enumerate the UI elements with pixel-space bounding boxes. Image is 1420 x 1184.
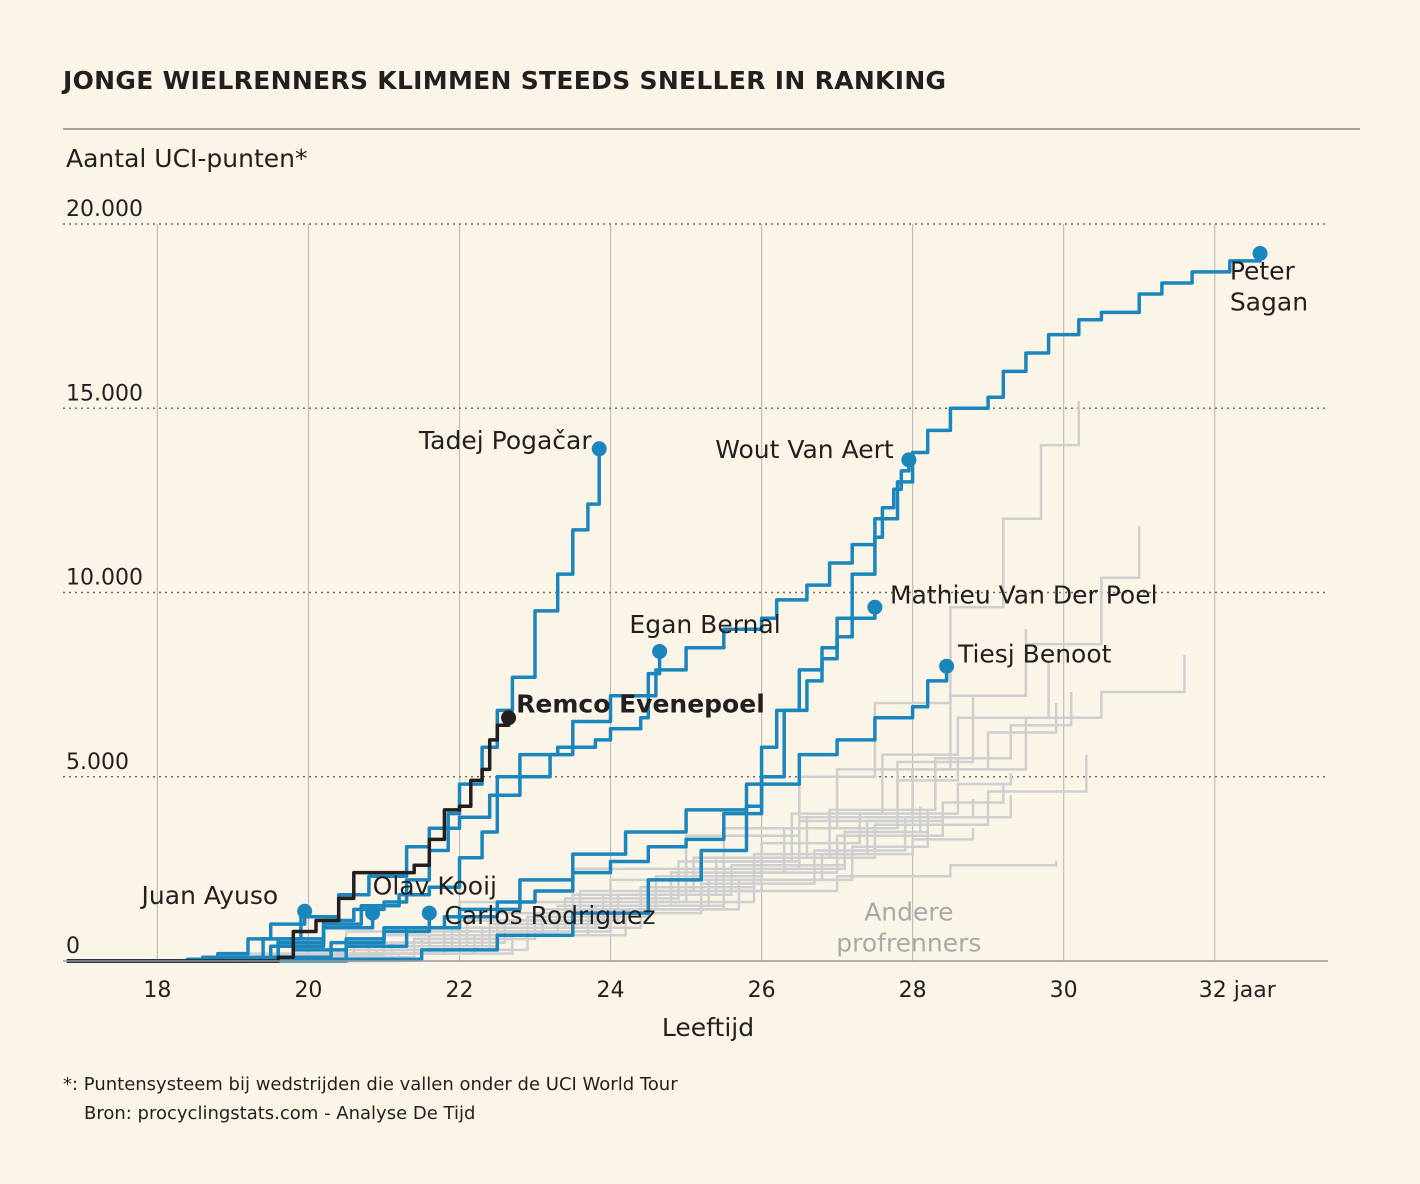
- peter-sagan-label-2: Sagan: [1230, 287, 1308, 316]
- focus-rider-line: [66, 710, 517, 963]
- tiesj-benoot-label: Tiesj Benoot: [957, 640, 1112, 669]
- peter-sagan-end-marker: [1252, 245, 1268, 261]
- x-axis-label: Leeftijd: [662, 1013, 754, 1042]
- others-label-1: Andere: [864, 897, 953, 926]
- x-tick-24: 24: [597, 978, 625, 1003]
- horizontal-gridlines: [63, 223, 1328, 778]
- olav-kooij-label: Olav Kooij: [373, 872, 497, 901]
- x-tick-26: 26: [748, 978, 776, 1003]
- remco-evenepoel-end-marker: [501, 710, 517, 726]
- footnote-points: *: Puntensysteem bij wedstrijden die val…: [63, 1074, 678, 1095]
- olav-kooij-end-marker: [365, 905, 381, 921]
- x-tick-22: 22: [445, 978, 473, 1003]
- peter-sagan-label-1: Peter: [1230, 256, 1296, 285]
- wout-van-aert-end-marker: [901, 452, 917, 468]
- x-tick-32: 32 jaar: [1199, 978, 1277, 1003]
- peter-sagan-line: [66, 253, 1262, 963]
- egan-bernal-label: Egan Bernal: [629, 610, 780, 639]
- x-tick-labels: 18 20 22 24 26 28 30 32 jaar: [143, 978, 1276, 1003]
- x-tick-28: 28: [899, 978, 927, 1003]
- y-tick-5000: 5.000: [66, 750, 129, 775]
- tiesj-benoot-line: [66, 666, 949, 963]
- remco-evenepoel-line: [66, 717, 511, 963]
- carlos-rodriguez-label: Carlos Rodriguez: [444, 901, 655, 930]
- egan-bernal-end-marker: [652, 643, 668, 659]
- x-tick-18: 18: [143, 978, 171, 1003]
- tadej-pogacar-end-marker: [591, 441, 607, 457]
- other-rider-line-15: [66, 795, 1013, 963]
- chart-title: JONGE WIELRENNERS KLIMMEN STEEDS SNELLER…: [61, 66, 946, 95]
- x-tick-20: 20: [294, 978, 322, 1003]
- carlos-rodriguez-end-marker: [421, 905, 437, 921]
- tadej-pogacar-label: Tadej Pogačar: [418, 426, 592, 455]
- y-tick-20000: 20.000: [66, 197, 143, 222]
- y-tick-labels: 0 5.000 10.000 15.000 20.000: [66, 197, 143, 959]
- others-label-2: profrenners: [836, 928, 981, 957]
- y-tick-0: 0: [66, 934, 80, 959]
- y-tick-10000: 10.000: [66, 566, 143, 591]
- other-rider-line-18: [66, 806, 922, 963]
- y-tick-15000: 15.000: [66, 381, 143, 406]
- juan-ayuso-end-marker: [297, 903, 313, 919]
- x-tick-30: 30: [1050, 978, 1078, 1003]
- footnote-source: Bron: procyclingstats.com - Analyse De T…: [84, 1103, 475, 1124]
- other-riders-lines: [66, 400, 1186, 963]
- remco-evenepoel-label: Remco Evenepoel: [516, 689, 765, 718]
- tiesj-benoot-end-marker: [939, 658, 955, 674]
- highlighted-riders-lines: [66, 245, 1268, 963]
- juan-ayuso-label: Juan Ayuso: [140, 881, 279, 910]
- wout-van-aert-label: Wout Van Aert: [715, 435, 894, 464]
- mathieu-van-der-poel-label: Mathieu Van Der Poel: [890, 581, 1158, 610]
- y-axis-label: Aantal UCI-punten*: [66, 144, 308, 173]
- mathieu-van-der-poel-end-marker: [867, 599, 883, 615]
